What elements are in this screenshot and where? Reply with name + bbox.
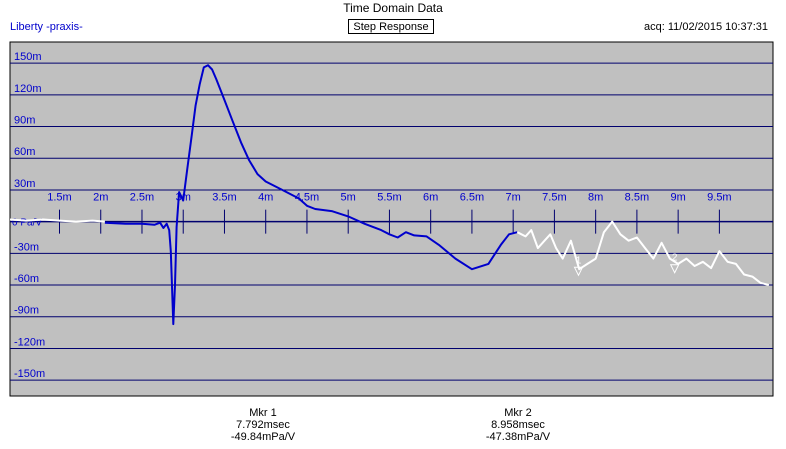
x-tick-label: 5.5m [377, 192, 401, 204]
marker-2-time: 8.958msec [491, 419, 545, 431]
marker-1-label: Mkr 1 [249, 407, 277, 419]
y-tick-label: -90m [14, 305, 39, 317]
plot-area[interactable] [9, 41, 774, 397]
x-tick-label: 4m [258, 192, 273, 204]
marker-2-triangle[interactable] [669, 264, 680, 274]
marker-1-time: 7.792msec [236, 419, 290, 431]
x-tick-label: 6.5m [460, 192, 484, 204]
marker-2-label: Mkr 2 [504, 407, 532, 419]
x-tick-label: 7.5m [542, 192, 566, 204]
y-tick-label: 150m [14, 51, 42, 63]
marker-1-readout: Mkr 1 7.792msec -49.84mPa/V [198, 407, 328, 443]
y-tick-label: -120m [14, 336, 45, 348]
y-tick-label: 90m [14, 115, 35, 127]
chart-title: Time Domain Data [343, 1, 443, 15]
x-tick-label: 8.5m [625, 192, 649, 204]
y-tick-label: 60m [14, 146, 35, 158]
y-tick-label: -60m [14, 273, 39, 285]
step-response-button[interactable]: Step Response [348, 19, 434, 34]
y-unit-label: 0 Pa/V [12, 218, 42, 229]
x-tick-label: 3.5m [212, 192, 236, 204]
y-tick-label: -30m [14, 241, 39, 253]
marker-2-readout: Mkr 2 8.958msec -47.38mPa/V [453, 407, 583, 443]
marker-2-number: 2 [672, 253, 678, 264]
trace-segment-2 [104, 64, 518, 326]
x-tick-label: 9.5m [707, 192, 731, 204]
x-tick-label: 2.5m [130, 192, 154, 204]
marker-2-value: -47.38mPa/V [485, 431, 551, 443]
trace-segment-3 [516, 220, 770, 286]
y-tick-label: -150m [14, 368, 45, 380]
trace-segment-1 [9, 218, 105, 223]
x-tick-label: 8m [588, 192, 603, 204]
device-label: Liberty -praxis- [10, 21, 83, 33]
acquisition-timestamp: acq: 11/02/2015 10:37:31 [644, 21, 768, 33]
y-tick-label: 120m [14, 83, 42, 95]
marker-1-triangle[interactable] [573, 266, 584, 277]
x-tick-label: 5m [341, 192, 356, 204]
marker-1-value: -49.84mPa/V [230, 431, 296, 443]
y-tick-label: 30m [14, 178, 35, 190]
x-tick-label: 6m [423, 192, 438, 204]
x-tick-label: 2m [93, 192, 108, 204]
marker-1-number: 1 [576, 255, 582, 266]
x-tick-label: 1.5m [47, 192, 71, 204]
x-tick-label: 9m [670, 192, 685, 204]
x-tick-label: 7m [506, 192, 521, 204]
